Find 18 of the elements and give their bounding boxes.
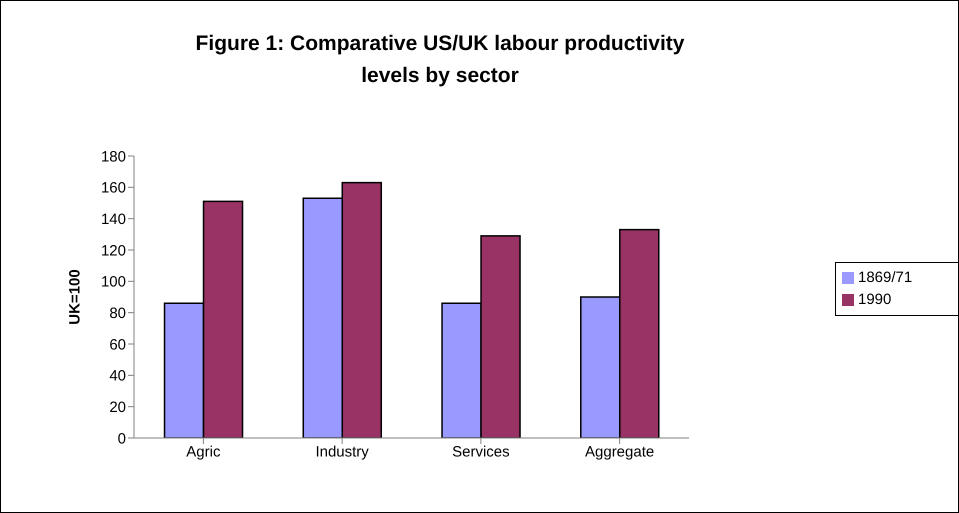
x-tick-label: Aggregate	[585, 444, 654, 461]
y-tick-label: 120	[100, 242, 126, 260]
x-tick-label: Industry	[315, 444, 370, 461]
y-tick-label: 180	[100, 148, 126, 166]
y-tick-label: 140	[100, 210, 126, 228]
legend-label: 1990	[858, 291, 892, 308]
y-tick-label: 100	[100, 274, 126, 291]
y-tick-label: 0	[118, 430, 126, 448]
y-tick-label: 20	[109, 398, 126, 416]
y-tick-label: 80	[109, 304, 126, 322]
chart-title: Figure 1: Comparative US/UK labour productivity levels by sector	[194, 31, 686, 89]
y-axis-title: UK=100	[66, 269, 84, 325]
y-tick-label: 60	[109, 336, 126, 354]
x-tick-label: Services	[452, 444, 510, 461]
legend-label: 1869/71	[858, 269, 912, 286]
y-tick-label: 160	[100, 180, 126, 197]
x-tick-label: Agric	[186, 444, 221, 461]
y-tick-label: 40	[109, 368, 126, 385]
